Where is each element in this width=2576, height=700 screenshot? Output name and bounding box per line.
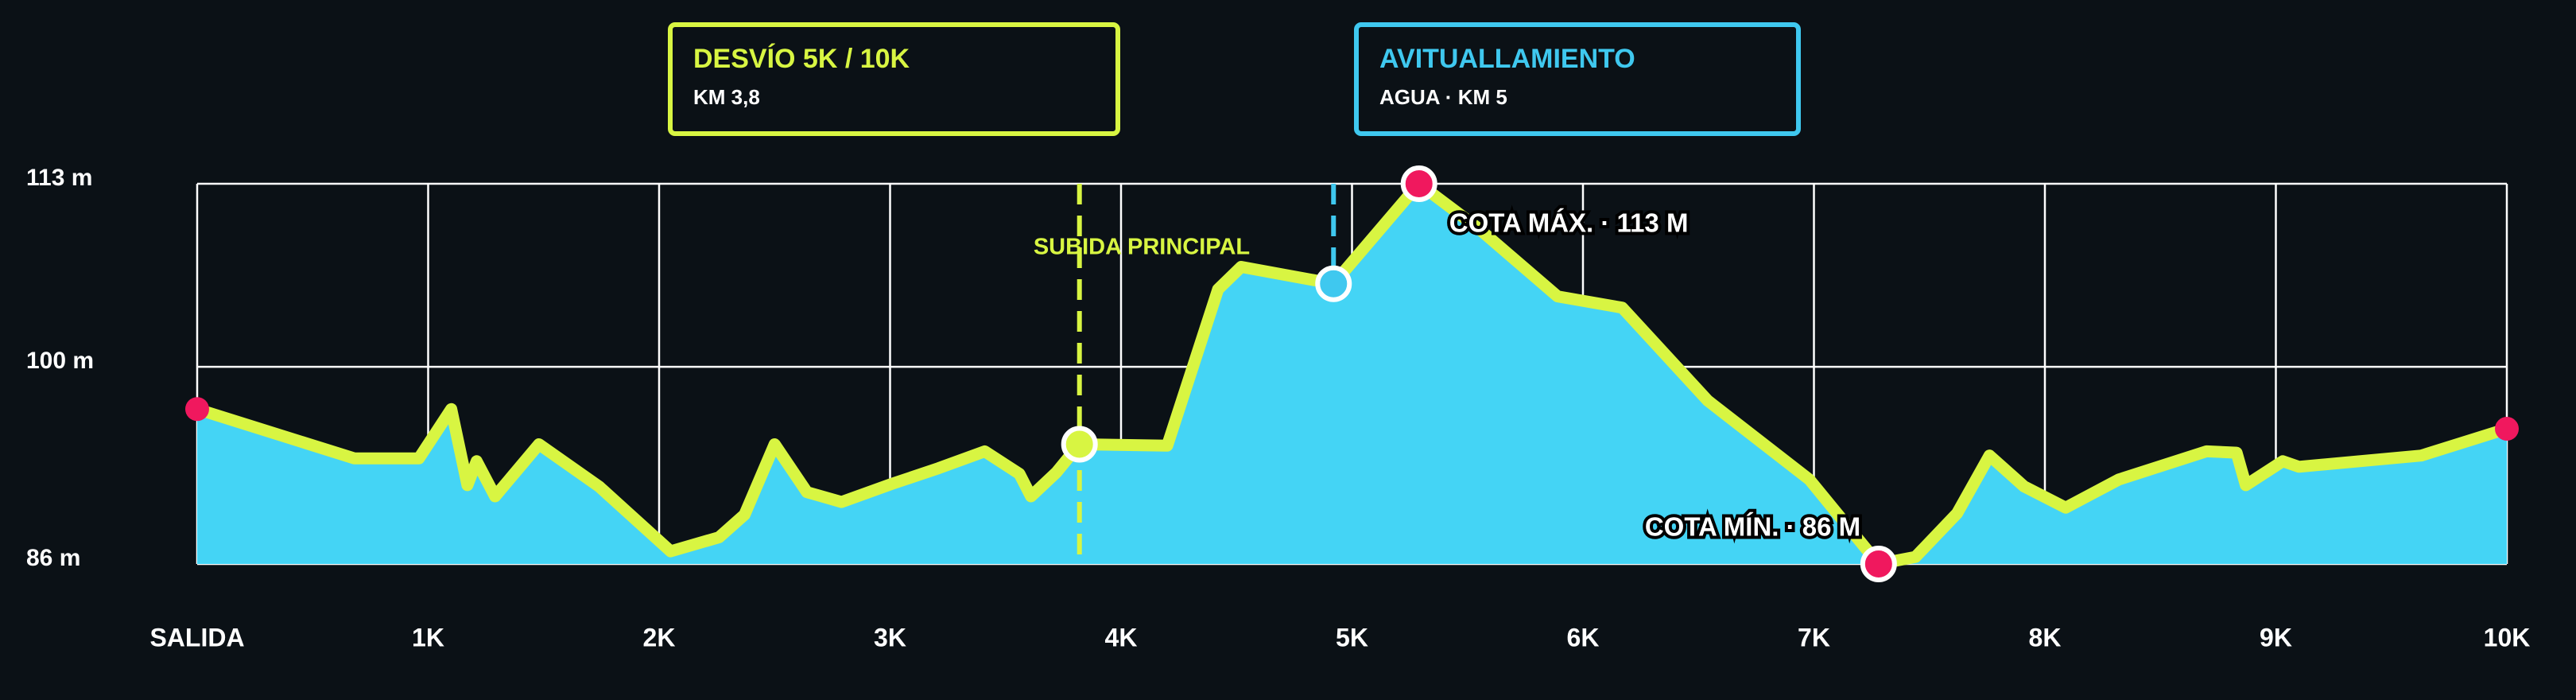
- y-tick-label: 86 m: [26, 545, 80, 571]
- x-tick-label: 5K: [1336, 623, 1368, 651]
- x-tick-label: 8K: [2029, 623, 2062, 651]
- callout-detail: AGUA · KM 5: [1379, 85, 1507, 109]
- x-tick-label: 6K: [1567, 623, 1600, 651]
- x-tick-label: 10K: [2484, 623, 2531, 651]
- callout-marker: [1315, 265, 1352, 302]
- y-tick-label: 100 m: [26, 348, 94, 374]
- area-redraw: [197, 184, 2507, 564]
- callout-marker: [1061, 426, 1098, 463]
- callout-box: DESVÍO 5K / 10K KM 3,8: [668, 22, 1120, 136]
- annotation: COTA MÍN. · 86 M: [1645, 512, 1860, 542]
- y-tick-label: 113 m: [26, 165, 92, 191]
- x-tick-label: 4K: [1105, 623, 1138, 651]
- callout-border: [1354, 22, 1801, 136]
- x-tick-label: 2K: [643, 623, 676, 651]
- extreme-marker: [1400, 165, 1437, 202]
- x-tick-label: 9K: [2260, 623, 2292, 651]
- callout-box: AVITUALLAMIENTO AGUA · KM 5: [1354, 22, 1801, 136]
- endpoint-marker: [2495, 417, 2519, 441]
- callout-title: AVITUALLAMIENTO: [1379, 44, 1635, 74]
- extreme-marker: [1860, 546, 1897, 582]
- x-tick-label: 3K: [874, 623, 906, 651]
- x-tick-label: 7K: [1798, 623, 1830, 651]
- elevation-line: [191, 177, 2513, 570]
- annotation: SUBIDA PRINCIPAL: [1034, 235, 1250, 260]
- x-tick-label: 1K: [412, 623, 444, 651]
- x-tick-label: SALIDA: [149, 623, 244, 651]
- callout-title: DESVÍO 5K / 10K: [693, 44, 910, 74]
- annotation: COTA MÁX. · 113 M: [1449, 208, 1689, 238]
- callout-detail: KM 3,8: [693, 85, 760, 109]
- endpoint-marker: [185, 397, 209, 422]
- callout-border: [668, 22, 1120, 136]
